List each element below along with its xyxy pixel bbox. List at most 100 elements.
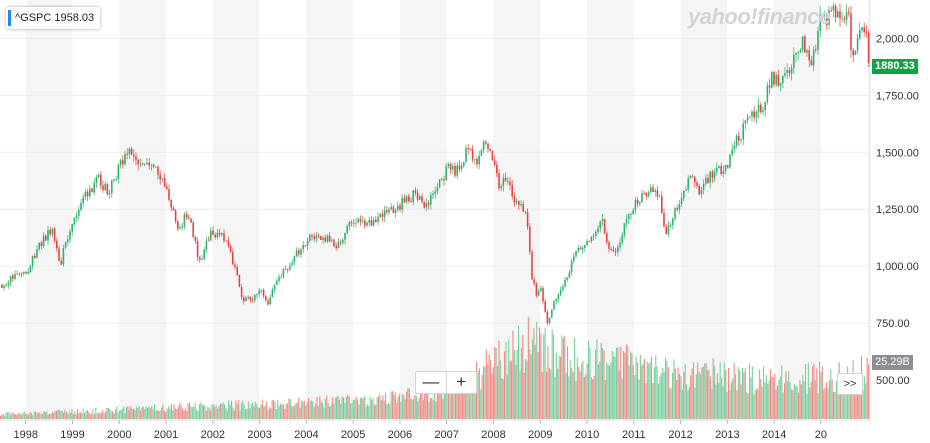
volume-bar [358,404,360,419]
candle [166,186,168,190]
volume-bar [336,397,338,419]
volume-bar [464,377,466,419]
candle [324,237,326,242]
candle [421,196,423,202]
candle [234,264,236,268]
candle [86,191,89,197]
volume-bar [324,399,326,419]
zoom-out-button[interactable]: — [422,372,440,391]
candle [328,235,331,242]
volume-bar [226,410,228,419]
volume-bar [819,361,821,419]
volume-bar [210,410,212,419]
candle [498,173,500,189]
candle [93,182,95,193]
volume-bar [312,401,314,419]
candle [414,190,417,193]
volume-bar [842,384,844,419]
candle [260,290,263,291]
volume-bar [246,409,248,419]
volume-bar [387,402,389,419]
candle [157,166,159,175]
volume-bar [338,399,340,419]
volume-bar [785,371,787,419]
volume-bar [446,379,448,419]
volume-bar [491,373,493,419]
volume-bar [455,383,457,419]
candle [821,14,824,18]
volume-bar [175,408,177,419]
volume-bar [309,401,311,419]
volume-bar [285,404,287,419]
volume-bar [130,405,132,419]
candle [810,60,813,66]
volume-bar [768,379,770,419]
zoom-in-button[interactable]: + [445,372,477,393]
candle [331,240,333,242]
candle [82,197,84,204]
candle [238,275,241,287]
candle [84,191,87,198]
candle [698,185,700,195]
volume-bar [60,410,62,419]
candle [467,148,469,150]
candle [612,249,615,252]
volume-bar [567,346,569,419]
volume-bar [544,327,546,419]
candle [713,172,716,178]
volume-bar [435,401,437,419]
candle [183,214,186,227]
candle [628,214,630,220]
candle [478,155,480,165]
volume-bar [256,403,258,419]
volume-bar [831,379,833,419]
candle [599,221,601,229]
volume-bar [609,365,611,419]
volume-bar [127,406,129,419]
volume-bar [410,398,412,419]
volume-bar [51,411,53,419]
candle [696,182,698,186]
candle [287,269,289,271]
candle [661,196,663,214]
candle [845,11,848,20]
volume-bar [659,376,661,419]
volume-bar [149,408,151,419]
candle [249,297,252,301]
volume-bar [792,390,794,419]
candle [155,166,157,168]
candle [289,265,291,270]
volume-bar [599,361,601,419]
volume-bar [660,373,662,419]
volume-bar [120,410,122,419]
volume-bar [679,373,681,419]
volume-bar [708,369,710,419]
x-tick-label: 20 [815,429,827,441]
candle [359,219,362,222]
candle [491,151,494,161]
volume-bar [536,321,538,419]
candle [795,52,797,55]
volume-bar [721,377,723,419]
volume-bar [145,406,147,419]
candle [436,187,439,192]
volume-bar [25,413,27,419]
volume-bar [273,399,275,419]
volume-bar [670,388,672,419]
scroll-right-button[interactable]: >> [837,373,863,395]
volume-bar [644,358,646,419]
volume-bar [816,368,818,419]
volume-bar [354,399,356,419]
candle [709,171,711,183]
volume-bar [711,388,713,419]
volume-bar [194,402,196,419]
candle [830,10,832,11]
volume-bar [368,405,370,419]
volume-bar [218,405,220,419]
volume-bar [369,396,371,419]
candle [124,153,126,165]
candle [639,201,641,204]
volume-bar [498,340,500,419]
volume-bar [155,410,157,419]
